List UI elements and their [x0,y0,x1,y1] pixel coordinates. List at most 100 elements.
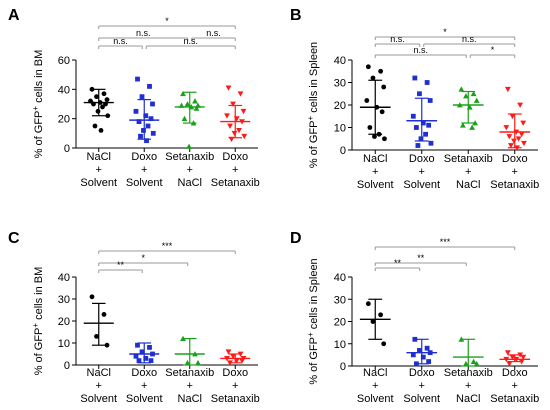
data-point [504,350,511,356]
data-point [240,108,247,115]
data-point [410,352,416,358]
panel-letter: C [8,230,20,247]
data-point [473,97,480,103]
significance-label: n.s. [462,34,477,44]
panel-letter: A [8,7,20,24]
data-point [370,319,376,324]
category-label-line3: Solvent [403,393,440,405]
y-axis-label-sup: + [306,332,315,337]
category-label-line3: NaCl [178,393,202,405]
data-point [225,349,232,355]
y-tick-label: 40 [58,272,70,284]
data-point [148,116,154,122]
data-point [141,128,146,133]
data-point [104,97,110,102]
y-axis-label-sup: + [31,106,40,111]
category-label-line3: Solvent [357,179,394,191]
significance-label: n.s. [390,34,405,44]
category-label-line3: Setanaxib [211,393,260,405]
data-point [94,334,99,339]
data-point [224,113,230,119]
data-point [95,108,101,114]
data-point [184,101,191,107]
category-label-line3: Setanaxib [490,393,539,405]
data-point [230,353,236,360]
data-point [180,90,186,97]
category-label-line2: + [96,380,102,392]
data-point [143,113,149,119]
data-point [428,140,434,146]
data-point [420,120,426,126]
data-point [148,358,154,363]
data-point [463,93,469,99]
data-point [139,94,145,100]
category-label-line1: Doxo [502,153,528,165]
data-point [225,85,232,91]
category-label-line2: + [232,380,238,392]
data-point [518,131,525,138]
data-point [147,345,152,350]
category-label-line1: NaCl [87,367,111,379]
y-tick-label: 10 [334,339,346,351]
data-point [370,75,376,81]
data-point [509,113,516,120]
y-tick-label: 0 [340,145,346,157]
category-label-line3: Solvent [357,393,394,405]
y-tick-label: 10 [334,123,346,135]
y-tick-label: 20 [334,317,346,329]
y-tick-label: 40 [334,272,346,284]
data-point [520,120,527,126]
category-label-line2: + [419,380,425,392]
y-axis-label-sup: + [31,323,40,328]
data-point [101,91,107,97]
data-point [520,354,527,360]
y-axis-label: % of GFP+ cells in Spleen [306,42,320,168]
data-point [364,98,370,103]
category-label-line2: + [512,380,518,392]
y-tick-label: 30 [334,294,346,306]
category-label-line1: NaCl [363,153,387,165]
category-label-line1: Doxo [222,151,248,163]
category-label-line2: + [232,164,238,176]
data-point [470,90,477,97]
data-point [94,94,99,100]
category-label-line1: Doxo [502,367,528,379]
category-label-line2: + [512,166,518,178]
data-point [417,348,422,353]
data-point [426,122,432,128]
category-label-line1: Doxo [131,367,157,379]
category-label-line2: + [419,166,425,178]
data-point [506,134,513,140]
significance-label: * [443,27,447,37]
category-label-line3: NaCl [178,177,202,189]
data-point [145,123,151,129]
y-tick-label: 0 [340,361,346,373]
data-point [511,138,517,144]
data-point [139,349,145,355]
y-axis-label-pre: % of GFP [33,111,45,159]
y-axis-label-pre: % of GFP [308,337,320,385]
y-tick-label: 20 [58,316,70,328]
category-label-line2: + [141,380,147,392]
category-label-line2: + [372,166,378,178]
category-label-line2: + [465,166,471,178]
y-axis-label-post: cells in Spleen [308,42,320,116]
data-point [418,136,424,142]
data-point [365,64,371,70]
y-tick-label: 20 [334,100,346,112]
data-point [143,356,149,361]
data-point [410,113,416,119]
data-point [227,123,233,129]
category-label-line1: Doxo [131,151,157,163]
y-axis-label: % of GFP+ cells in BM [31,50,45,159]
data-point [133,353,139,359]
data-point [458,86,465,92]
category-label-line1: Setanaxib [165,367,214,379]
significance-label: n.s. [206,28,221,38]
data-point [378,68,384,74]
category-label-line1: Setanaxib [444,367,493,379]
data-point [101,312,107,317]
data-point [192,98,198,104]
